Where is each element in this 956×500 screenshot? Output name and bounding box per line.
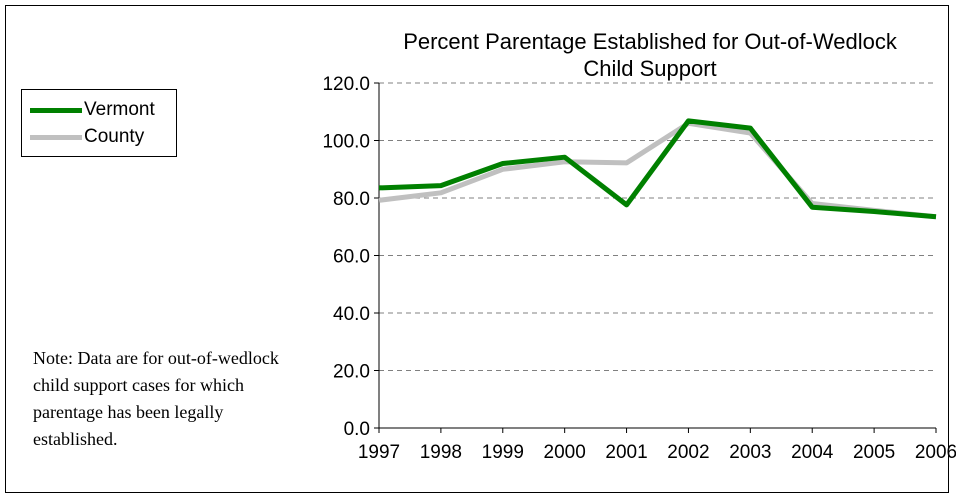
- legend: Vermont County: [21, 89, 177, 157]
- legend-swatch-vermont: [30, 107, 82, 113]
- y-tick-label-2: 40.0: [333, 304, 370, 325]
- x-tick-label-2001: 2001: [605, 442, 647, 463]
- note: Note: Data are for out-of-wedlock child …: [33, 345, 323, 453]
- x-tick-label-2005: 2005: [853, 442, 895, 463]
- legend-swatch-county: [30, 134, 82, 140]
- y-tick-label-6: 120.0: [322, 74, 370, 95]
- note-line-4: established.: [33, 429, 118, 449]
- y-tick-label-0: 0.0: [344, 419, 370, 440]
- chart-title: Percent Parentage Established for Out-of…: [360, 28, 940, 82]
- legend-item-vermont: Vermont: [30, 98, 155, 122]
- x-tick-label-2003: 2003: [729, 442, 771, 463]
- x-tick-label-2002: 2002: [667, 442, 709, 463]
- y-tick-label-4: 80.0: [333, 189, 370, 210]
- note-line-2: child support cases for which: [33, 375, 244, 395]
- note-line-1: Note: Data are for out-of-wedlock: [33, 348, 279, 368]
- x-tick-label-2006: 2006: [915, 442, 956, 463]
- chart-frame: [5, 5, 949, 493]
- x-tick-label-2004: 2004: [791, 442, 834, 463]
- x-tick-label-1998: 1998: [420, 442, 462, 463]
- series-line-vermont: [378, 118, 937, 220]
- note-line-3: parentage has been legally: [33, 402, 224, 422]
- legend-item-county: County: [30, 125, 144, 149]
- x-tick-label-1997: 1997: [358, 442, 400, 463]
- chart-title-line-2: Child Support: [583, 56, 717, 81]
- y-tick-label-3: 60.0: [333, 247, 370, 268]
- y-tick-label-1: 20.0: [333, 362, 370, 383]
- x-tick-label-2000: 2000: [544, 442, 586, 463]
- y-tick-label-5: 100.0: [322, 132, 370, 153]
- x-tick-label-1999: 1999: [482, 442, 524, 463]
- chart-title-line-1: Percent Parentage Established for Out-of…: [403, 29, 897, 54]
- legend-label-county: County: [84, 126, 145, 147]
- legend-label-vermont: Vermont: [84, 99, 155, 120]
- series-line-county: [378, 120, 937, 220]
